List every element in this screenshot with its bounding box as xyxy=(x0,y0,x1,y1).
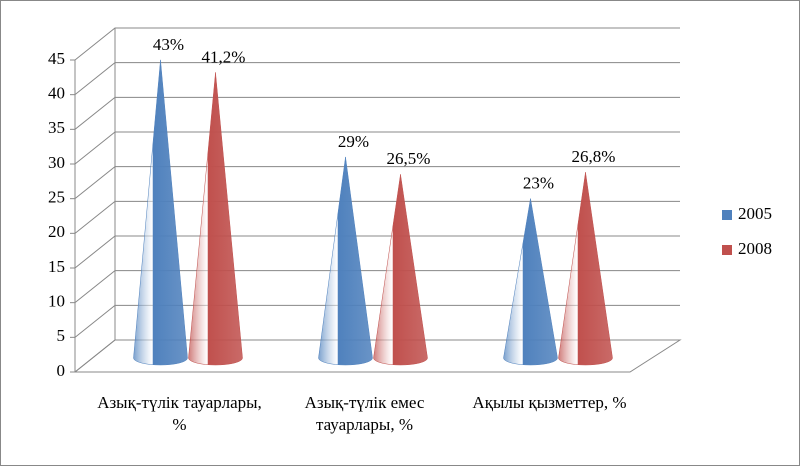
y-tick-label: 0 xyxy=(57,361,66,380)
x-tick-label: Азық-түлік емес тауарлары, % xyxy=(304,393,425,434)
y-tick-label: 10 xyxy=(48,292,65,311)
cone xyxy=(503,198,558,366)
legend-label: 2005 xyxy=(738,204,772,223)
cone-body xyxy=(503,198,558,366)
cone xyxy=(318,156,373,366)
cone xyxy=(188,72,243,366)
grid-line xyxy=(74,270,680,304)
x-tick-label: Азық-түлік тауарлары, % xyxy=(97,393,262,434)
y-tick-label: 45 xyxy=(48,49,65,68)
grid-line xyxy=(74,235,680,269)
cone xyxy=(373,174,428,366)
value-label: 26,8% xyxy=(572,147,616,166)
cone xyxy=(558,172,613,366)
y-tick-label: 25 xyxy=(48,188,65,207)
x-tick-label: Ақылы қызметтер, % xyxy=(472,393,627,412)
y-tick-label: 40 xyxy=(48,84,65,103)
y-tick-label: 35 xyxy=(48,118,65,137)
value-label: 23% xyxy=(523,173,554,192)
legend-swatch xyxy=(722,245,732,255)
legend-label: 2008 xyxy=(738,239,772,258)
y-tick-label: 20 xyxy=(48,222,65,241)
value-label: 29% xyxy=(338,132,369,151)
y-tick-label: 30 xyxy=(48,153,65,172)
y-tick-label: 15 xyxy=(48,257,65,276)
value-label: 43% xyxy=(153,35,184,54)
grid-line xyxy=(74,62,680,96)
y-tick-label: 5 xyxy=(57,326,66,345)
grid-line xyxy=(74,27,680,61)
grid-line xyxy=(74,96,680,130)
cone-body xyxy=(318,156,373,366)
cone-body xyxy=(133,59,188,366)
cone-body xyxy=(558,172,613,366)
grid-line xyxy=(74,131,680,165)
cone-body xyxy=(373,174,428,366)
legend-swatch xyxy=(722,210,732,220)
value-label: 41,2% xyxy=(202,47,246,66)
grid-line xyxy=(74,339,680,373)
cone-body xyxy=(188,72,243,366)
grid-line xyxy=(74,200,680,234)
value-label: 26,5% xyxy=(387,149,431,168)
grid-line xyxy=(74,166,680,200)
grid-line xyxy=(74,304,680,338)
cone xyxy=(133,59,188,366)
